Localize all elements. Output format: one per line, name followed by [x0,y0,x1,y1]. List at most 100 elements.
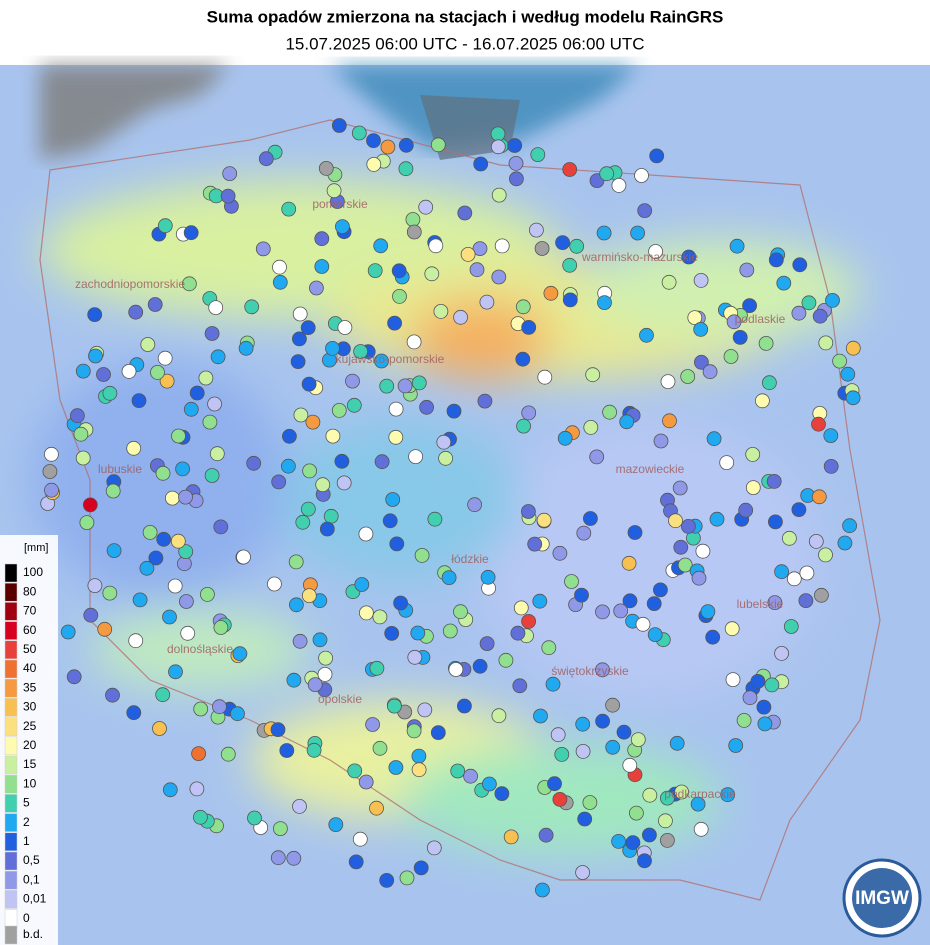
station [469,262,485,278]
basemap [0,65,930,945]
station [323,508,339,524]
station [140,337,156,352]
station [236,549,251,565]
station [155,465,171,481]
region-label: warmińsko-mazurskie [581,250,698,264]
station [290,354,306,370]
legend-swatch [4,698,18,717]
legend-label: 60 [23,623,37,637]
region-label: lubelskie [737,597,784,611]
station [674,784,689,800]
station [639,327,654,343]
station [244,299,260,315]
station [693,821,709,837]
station [634,168,649,183]
station [366,156,382,172]
station [358,526,374,542]
station [354,577,370,592]
station [448,662,464,677]
station [204,326,220,341]
station [521,405,537,421]
station [292,633,308,649]
legend-swatch [4,925,18,945]
station [398,137,414,153]
station [512,678,528,694]
station [453,604,468,620]
station [599,166,615,182]
station [709,511,725,527]
station [232,646,248,662]
station [318,160,334,176]
station [472,241,488,257]
legend-unit: [mm] [24,542,48,554]
station [673,539,689,555]
station [410,625,426,641]
station [189,781,205,797]
station [418,199,434,215]
station [767,595,783,610]
station [625,835,641,850]
station [818,547,833,563]
station [463,768,479,784]
station [374,353,389,369]
station [315,477,331,493]
station [97,621,113,637]
station [516,418,531,434]
station [393,595,409,611]
legend-swatch [4,678,18,698]
station [494,238,510,254]
station [87,307,103,323]
station [595,662,610,678]
station [131,393,147,409]
station [353,344,369,359]
station [397,378,413,394]
station [491,708,507,724]
station [494,786,510,801]
legend-swatch [4,794,18,813]
station [302,463,318,479]
station [96,367,111,382]
station [621,555,637,571]
station [490,126,506,142]
legend-label: 1 [23,834,30,848]
station [204,468,220,483]
station [307,677,323,692]
station [430,137,446,153]
station [537,369,553,385]
station [637,203,653,219]
station [642,827,657,843]
station [300,501,316,517]
station [60,624,76,640]
station [406,723,422,739]
station [791,305,807,321]
station [845,390,861,406]
station [44,482,59,498]
station [414,548,430,563]
station [417,702,433,718]
station [102,385,118,401]
station [411,762,427,778]
station [597,295,612,311]
station [611,177,627,193]
station [210,349,226,365]
station [178,594,194,609]
legend-swatch [4,582,18,602]
station [386,698,402,714]
region-label: podkarpackie [664,787,736,801]
station [325,428,341,444]
station [198,370,214,386]
station [533,708,548,724]
station [646,596,662,611]
station [424,266,440,282]
region-label: łódzkie [451,552,489,566]
station [460,246,476,262]
station [589,449,605,465]
station [574,587,589,603]
station [776,275,792,291]
station [211,699,227,715]
station [766,473,782,489]
station [291,331,307,347]
station [693,272,709,288]
station [121,363,137,379]
